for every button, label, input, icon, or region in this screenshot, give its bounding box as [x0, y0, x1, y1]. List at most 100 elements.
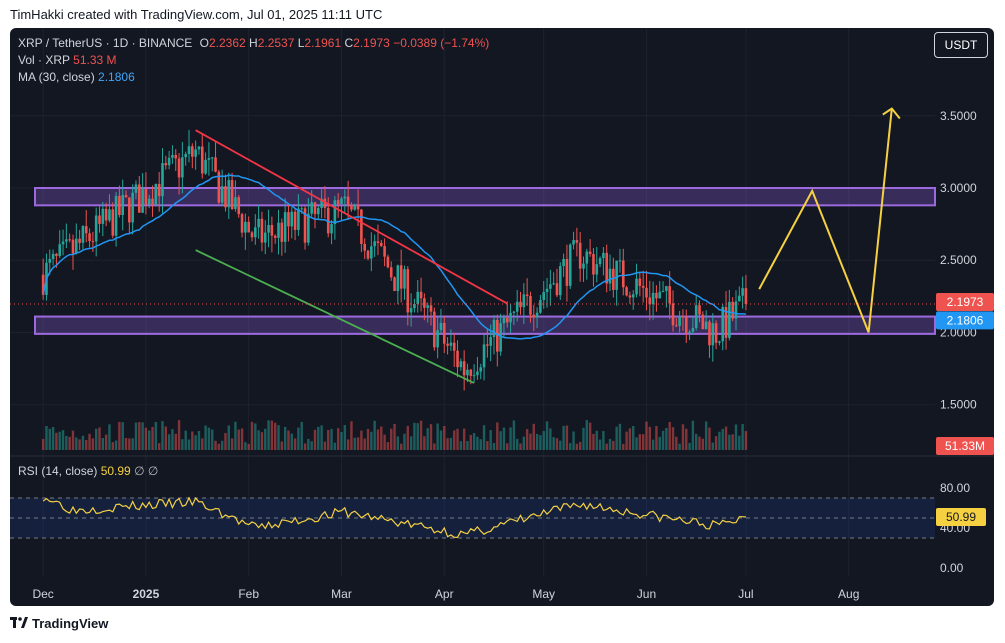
volume-bar	[704, 421, 708, 450]
candle-body	[714, 323, 718, 343]
volume-bar	[254, 423, 257, 450]
rsi-extra: ∅ ∅	[134, 464, 159, 478]
volume-bar	[443, 425, 446, 450]
candle-body	[701, 314, 705, 330]
candle-body	[68, 239, 71, 241]
candle-body	[582, 263, 585, 269]
volume-bar	[542, 430, 545, 450]
rsi-label: RSI (14, close)	[18, 464, 98, 478]
candle-body	[549, 284, 552, 289]
volume-bar	[343, 425, 347, 450]
candle-body	[645, 287, 648, 298]
volume-bar	[201, 438, 204, 450]
volume-bar	[366, 428, 370, 450]
volume-bar	[104, 434, 108, 450]
volume-bar	[506, 443, 509, 450]
volume-bar	[555, 438, 559, 450]
volume-bar	[406, 425, 410, 450]
volume-bar	[545, 421, 549, 450]
volume-bar	[462, 428, 466, 450]
volume-bar	[274, 422, 277, 450]
volume-bar	[141, 422, 144, 450]
candle-body	[273, 235, 277, 238]
rsi-legend: RSI (14, close) 50.99 ∅ ∅	[18, 464, 158, 478]
volume-bar	[247, 443, 250, 450]
volume-bar	[250, 421, 254, 450]
volume-bar	[638, 434, 642, 450]
volume-bar	[98, 427, 101, 450]
candle-body	[88, 233, 91, 242]
candle-body	[615, 260, 618, 290]
volume-bar	[376, 429, 380, 450]
chart-panel[interactable]: 1.5000 2.0000 2.5000 3.0000 3.5000 2.1973 2.18…	[10, 28, 994, 606]
candle-body	[104, 208, 108, 221]
candle-body	[608, 268, 612, 284]
candle-body	[489, 337, 492, 346]
candle-body	[515, 301, 519, 312]
volume-bar	[134, 422, 138, 450]
candle-body	[724, 306, 728, 338]
volume-bar	[671, 427, 675, 450]
volume-bar	[409, 436, 413, 450]
volume-bar	[118, 421, 121, 450]
volume-bar	[260, 432, 264, 450]
candle-body	[496, 319, 499, 352]
volume-bar	[177, 420, 181, 450]
candle-body	[625, 287, 628, 296]
candle-body	[522, 294, 526, 308]
volume-bar	[88, 433, 91, 450]
candle-body	[416, 291, 420, 305]
candle-body	[409, 308, 413, 313]
candle-body	[210, 157, 214, 159]
volume-bar	[161, 421, 164, 450]
candle-body	[741, 288, 744, 296]
currency-button[interactable]: USDT	[934, 32, 988, 58]
candle-body	[671, 303, 675, 326]
candle-body	[602, 252, 605, 259]
candle-body	[389, 267, 393, 278]
volume-bar	[569, 443, 572, 450]
volume-bar	[277, 425, 280, 450]
candle-body	[297, 208, 300, 230]
volume-bar	[618, 423, 622, 450]
volume-bar	[608, 438, 612, 450]
price-chart-svg[interactable]: 1.50002.00002.50003.00003.50002.19732.18…	[10, 28, 994, 606]
candle-body	[598, 258, 602, 265]
candle-body	[532, 314, 536, 318]
candle-body	[452, 342, 456, 351]
volume-bar	[257, 430, 260, 450]
volume-bar	[714, 436, 718, 450]
candle-body	[370, 246, 373, 259]
volume-price-label: 51.33M	[945, 439, 985, 453]
candle-body	[134, 184, 138, 193]
volume-bar	[539, 435, 542, 450]
volume-bar	[240, 428, 244, 450]
volume-bar	[396, 436, 400, 450]
volume-bar	[588, 422, 592, 450]
candle-body	[555, 283, 559, 296]
volume-bar	[187, 439, 191, 450]
volume-bar	[220, 440, 224, 450]
volume-bar	[532, 423, 535, 450]
volume-bar	[383, 434, 386, 450]
volume-bar	[128, 438, 131, 450]
volume-bar	[595, 430, 598, 450]
volume-bar	[575, 443, 579, 450]
candle-body	[406, 269, 410, 313]
volume-bar	[297, 427, 300, 450]
volume-bar	[214, 440, 217, 450]
candle-body	[366, 250, 370, 259]
volume-bar	[446, 438, 449, 450]
volume-bar	[340, 431, 343, 450]
volume-bar	[293, 438, 297, 450]
candle-body	[618, 260, 622, 262]
descending-resistance-line	[195, 129, 508, 305]
ma-price-label-box	[936, 311, 994, 330]
tradingview-branding[interactable]: TradingView	[10, 616, 108, 631]
candle-body	[118, 195, 121, 216]
candle-body	[144, 189, 148, 205]
volume-bar	[101, 437, 105, 450]
candle-body	[476, 371, 479, 376]
candle-body	[552, 283, 555, 285]
candle-body	[379, 242, 383, 246]
